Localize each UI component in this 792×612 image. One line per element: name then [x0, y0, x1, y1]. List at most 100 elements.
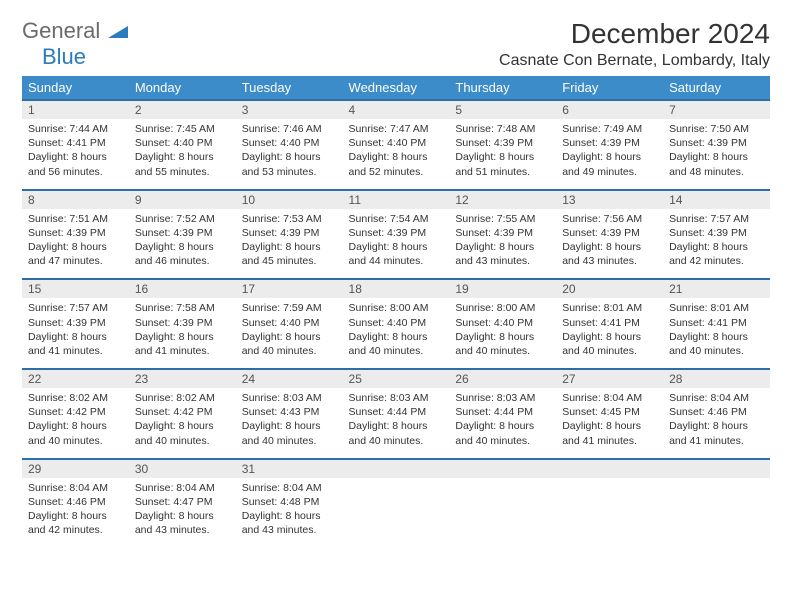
day-details — [556, 478, 663, 528]
calendar-day-cell: 8Sunrise: 7:51 AMSunset: 4:39 PMDaylight… — [22, 190, 129, 280]
day-number: 30 — [129, 460, 236, 478]
sunrise-text: Sunrise: 7:49 AM — [562, 122, 657, 136]
daylight-text: Daylight: 8 hours and 43 minutes. — [242, 509, 337, 537]
sunset-text: Sunset: 4:39 PM — [135, 316, 230, 330]
sunrise-text: Sunrise: 8:03 AM — [455, 391, 550, 405]
sunrise-text: Sunrise: 8:00 AM — [349, 301, 444, 315]
day-number — [556, 460, 663, 478]
daylight-text: Daylight: 8 hours and 45 minutes. — [242, 240, 337, 268]
day-number: 3 — [236, 101, 343, 119]
day-details — [343, 478, 450, 528]
day-details: Sunrise: 7:46 AMSunset: 4:40 PMDaylight:… — [236, 119, 343, 189]
day-details: Sunrise: 8:03 AMSunset: 4:44 PMDaylight:… — [449, 388, 556, 458]
calendar-day-cell: 22Sunrise: 8:02 AMSunset: 4:42 PMDayligh… — [22, 369, 129, 459]
calendar-day-cell: 3Sunrise: 7:46 AMSunset: 4:40 PMDaylight… — [236, 100, 343, 190]
day-number — [343, 460, 450, 478]
calendar-day-cell: 27Sunrise: 8:04 AMSunset: 4:45 PMDayligh… — [556, 369, 663, 459]
sunrise-text: Sunrise: 7:54 AM — [349, 212, 444, 226]
sunset-text: Sunset: 4:46 PM — [28, 495, 123, 509]
day-number: 24 — [236, 370, 343, 388]
daylight-text: Daylight: 8 hours and 44 minutes. — [349, 240, 444, 268]
day-number: 12 — [449, 191, 556, 209]
day-number: 14 — [663, 191, 770, 209]
weekday-header: Friday — [556, 76, 663, 100]
sunset-text: Sunset: 4:39 PM — [28, 226, 123, 240]
day-details: Sunrise: 8:04 AMSunset: 4:48 PMDaylight:… — [236, 478, 343, 548]
daylight-text: Daylight: 8 hours and 40 minutes. — [28, 419, 123, 447]
day-number: 5 — [449, 101, 556, 119]
day-details: Sunrise: 8:04 AMSunset: 4:46 PMDaylight:… — [22, 478, 129, 548]
day-details: Sunrise: 7:45 AMSunset: 4:40 PMDaylight:… — [129, 119, 236, 189]
sunrise-text: Sunrise: 7:58 AM — [135, 301, 230, 315]
sunrise-text: Sunrise: 7:59 AM — [242, 301, 337, 315]
day-details: Sunrise: 7:56 AMSunset: 4:39 PMDaylight:… — [556, 209, 663, 279]
calendar-day-cell: 29Sunrise: 8:04 AMSunset: 4:46 PMDayligh… — [22, 459, 129, 548]
calendar-day-cell — [449, 459, 556, 548]
daylight-text: Daylight: 8 hours and 56 minutes. — [28, 150, 123, 178]
calendar-day-cell: 13Sunrise: 7:56 AMSunset: 4:39 PMDayligh… — [556, 190, 663, 280]
daylight-text: Daylight: 8 hours and 40 minutes. — [242, 419, 337, 447]
day-number: 2 — [129, 101, 236, 119]
day-details: Sunrise: 8:04 AMSunset: 4:46 PMDaylight:… — [663, 388, 770, 458]
sunrise-text: Sunrise: 7:44 AM — [28, 122, 123, 136]
day-number: 16 — [129, 280, 236, 298]
calendar-day-cell: 15Sunrise: 7:57 AMSunset: 4:39 PMDayligh… — [22, 279, 129, 369]
day-details: Sunrise: 8:01 AMSunset: 4:41 PMDaylight:… — [556, 298, 663, 368]
sunrise-text: Sunrise: 7:57 AM — [669, 212, 764, 226]
day-number: 31 — [236, 460, 343, 478]
sunrise-text: Sunrise: 7:50 AM — [669, 122, 764, 136]
day-details: Sunrise: 8:02 AMSunset: 4:42 PMDaylight:… — [22, 388, 129, 458]
sunset-text: Sunset: 4:42 PM — [28, 405, 123, 419]
sunset-text: Sunset: 4:41 PM — [562, 316, 657, 330]
day-details: Sunrise: 7:57 AMSunset: 4:39 PMDaylight:… — [663, 209, 770, 279]
daylight-text: Daylight: 8 hours and 46 minutes. — [135, 240, 230, 268]
sunrise-text: Sunrise: 7:56 AM — [562, 212, 657, 226]
day-details: Sunrise: 8:02 AMSunset: 4:42 PMDaylight:… — [129, 388, 236, 458]
daylight-text: Daylight: 8 hours and 41 minutes. — [135, 330, 230, 358]
sunset-text: Sunset: 4:42 PM — [135, 405, 230, 419]
calendar-day-cell: 6Sunrise: 7:49 AMSunset: 4:39 PMDaylight… — [556, 100, 663, 190]
calendar-day-cell: 17Sunrise: 7:59 AMSunset: 4:40 PMDayligh… — [236, 279, 343, 369]
sunset-text: Sunset: 4:39 PM — [455, 226, 550, 240]
sunset-text: Sunset: 4:41 PM — [669, 316, 764, 330]
day-details: Sunrise: 7:48 AMSunset: 4:39 PMDaylight:… — [449, 119, 556, 189]
sunrise-text: Sunrise: 8:03 AM — [349, 391, 444, 405]
sunset-text: Sunset: 4:39 PM — [669, 226, 764, 240]
calendar-day-cell: 26Sunrise: 8:03 AMSunset: 4:44 PMDayligh… — [449, 369, 556, 459]
calendar-day-cell: 20Sunrise: 8:01 AMSunset: 4:41 PMDayligh… — [556, 279, 663, 369]
calendar-day-cell — [556, 459, 663, 548]
day-details: Sunrise: 7:49 AMSunset: 4:39 PMDaylight:… — [556, 119, 663, 189]
calendar-day-cell: 21Sunrise: 8:01 AMSunset: 4:41 PMDayligh… — [663, 279, 770, 369]
day-number: 21 — [663, 280, 770, 298]
daylight-text: Daylight: 8 hours and 55 minutes. — [135, 150, 230, 178]
sunset-text: Sunset: 4:40 PM — [349, 136, 444, 150]
sunrise-text: Sunrise: 7:55 AM — [455, 212, 550, 226]
sunset-text: Sunset: 4:39 PM — [562, 136, 657, 150]
day-details: Sunrise: 7:52 AMSunset: 4:39 PMDaylight:… — [129, 209, 236, 279]
sunrise-text: Sunrise: 7:52 AM — [135, 212, 230, 226]
day-number: 9 — [129, 191, 236, 209]
weekday-header: Thursday — [449, 76, 556, 100]
day-details — [663, 478, 770, 528]
calendar-day-cell: 16 Sunrise: 7:58 AMSunset: 4:39 PMDayligh… — [129, 279, 236, 369]
day-details: Sunrise: 7:55 AMSunset: 4:39 PMDaylight:… — [449, 209, 556, 279]
sunset-text: Sunset: 4:45 PM — [562, 405, 657, 419]
day-details: Sunrise: 8:01 AMSunset: 4:41 PMDaylight:… — [663, 298, 770, 368]
sunrise-text: Sunrise: 7:51 AM — [28, 212, 123, 226]
sunrise-text: Sunrise: 7:57 AM — [28, 301, 123, 315]
day-number: 29 — [22, 460, 129, 478]
day-details: Sunrise: 8:00 AMSunset: 4:40 PMDaylight:… — [449, 298, 556, 368]
daylight-text: Daylight: 8 hours and 40 minutes. — [455, 419, 550, 447]
daylight-text: Daylight: 8 hours and 53 minutes. — [242, 150, 337, 178]
day-number — [663, 460, 770, 478]
sunrise-text: Sunrise: 7:47 AM — [349, 122, 444, 136]
sunset-text: Sunset: 4:39 PM — [455, 136, 550, 150]
daylight-text: Daylight: 8 hours and 42 minutes. — [669, 240, 764, 268]
calendar-day-cell: 30Sunrise: 8:04 AMSunset: 4:47 PMDayligh… — [129, 459, 236, 548]
sunrise-text: Sunrise: 7:53 AM — [242, 212, 337, 226]
day-details: Sunrise: 8:03 AMSunset: 4:43 PMDaylight:… — [236, 388, 343, 458]
daylight-text: Daylight: 8 hours and 48 minutes. — [669, 150, 764, 178]
daylight-text: Daylight: 8 hours and 52 minutes. — [349, 150, 444, 178]
calendar-day-cell: 23Sunrise: 8:02 AMSunset: 4:42 PMDayligh… — [129, 369, 236, 459]
sunset-text: Sunset: 4:40 PM — [455, 316, 550, 330]
